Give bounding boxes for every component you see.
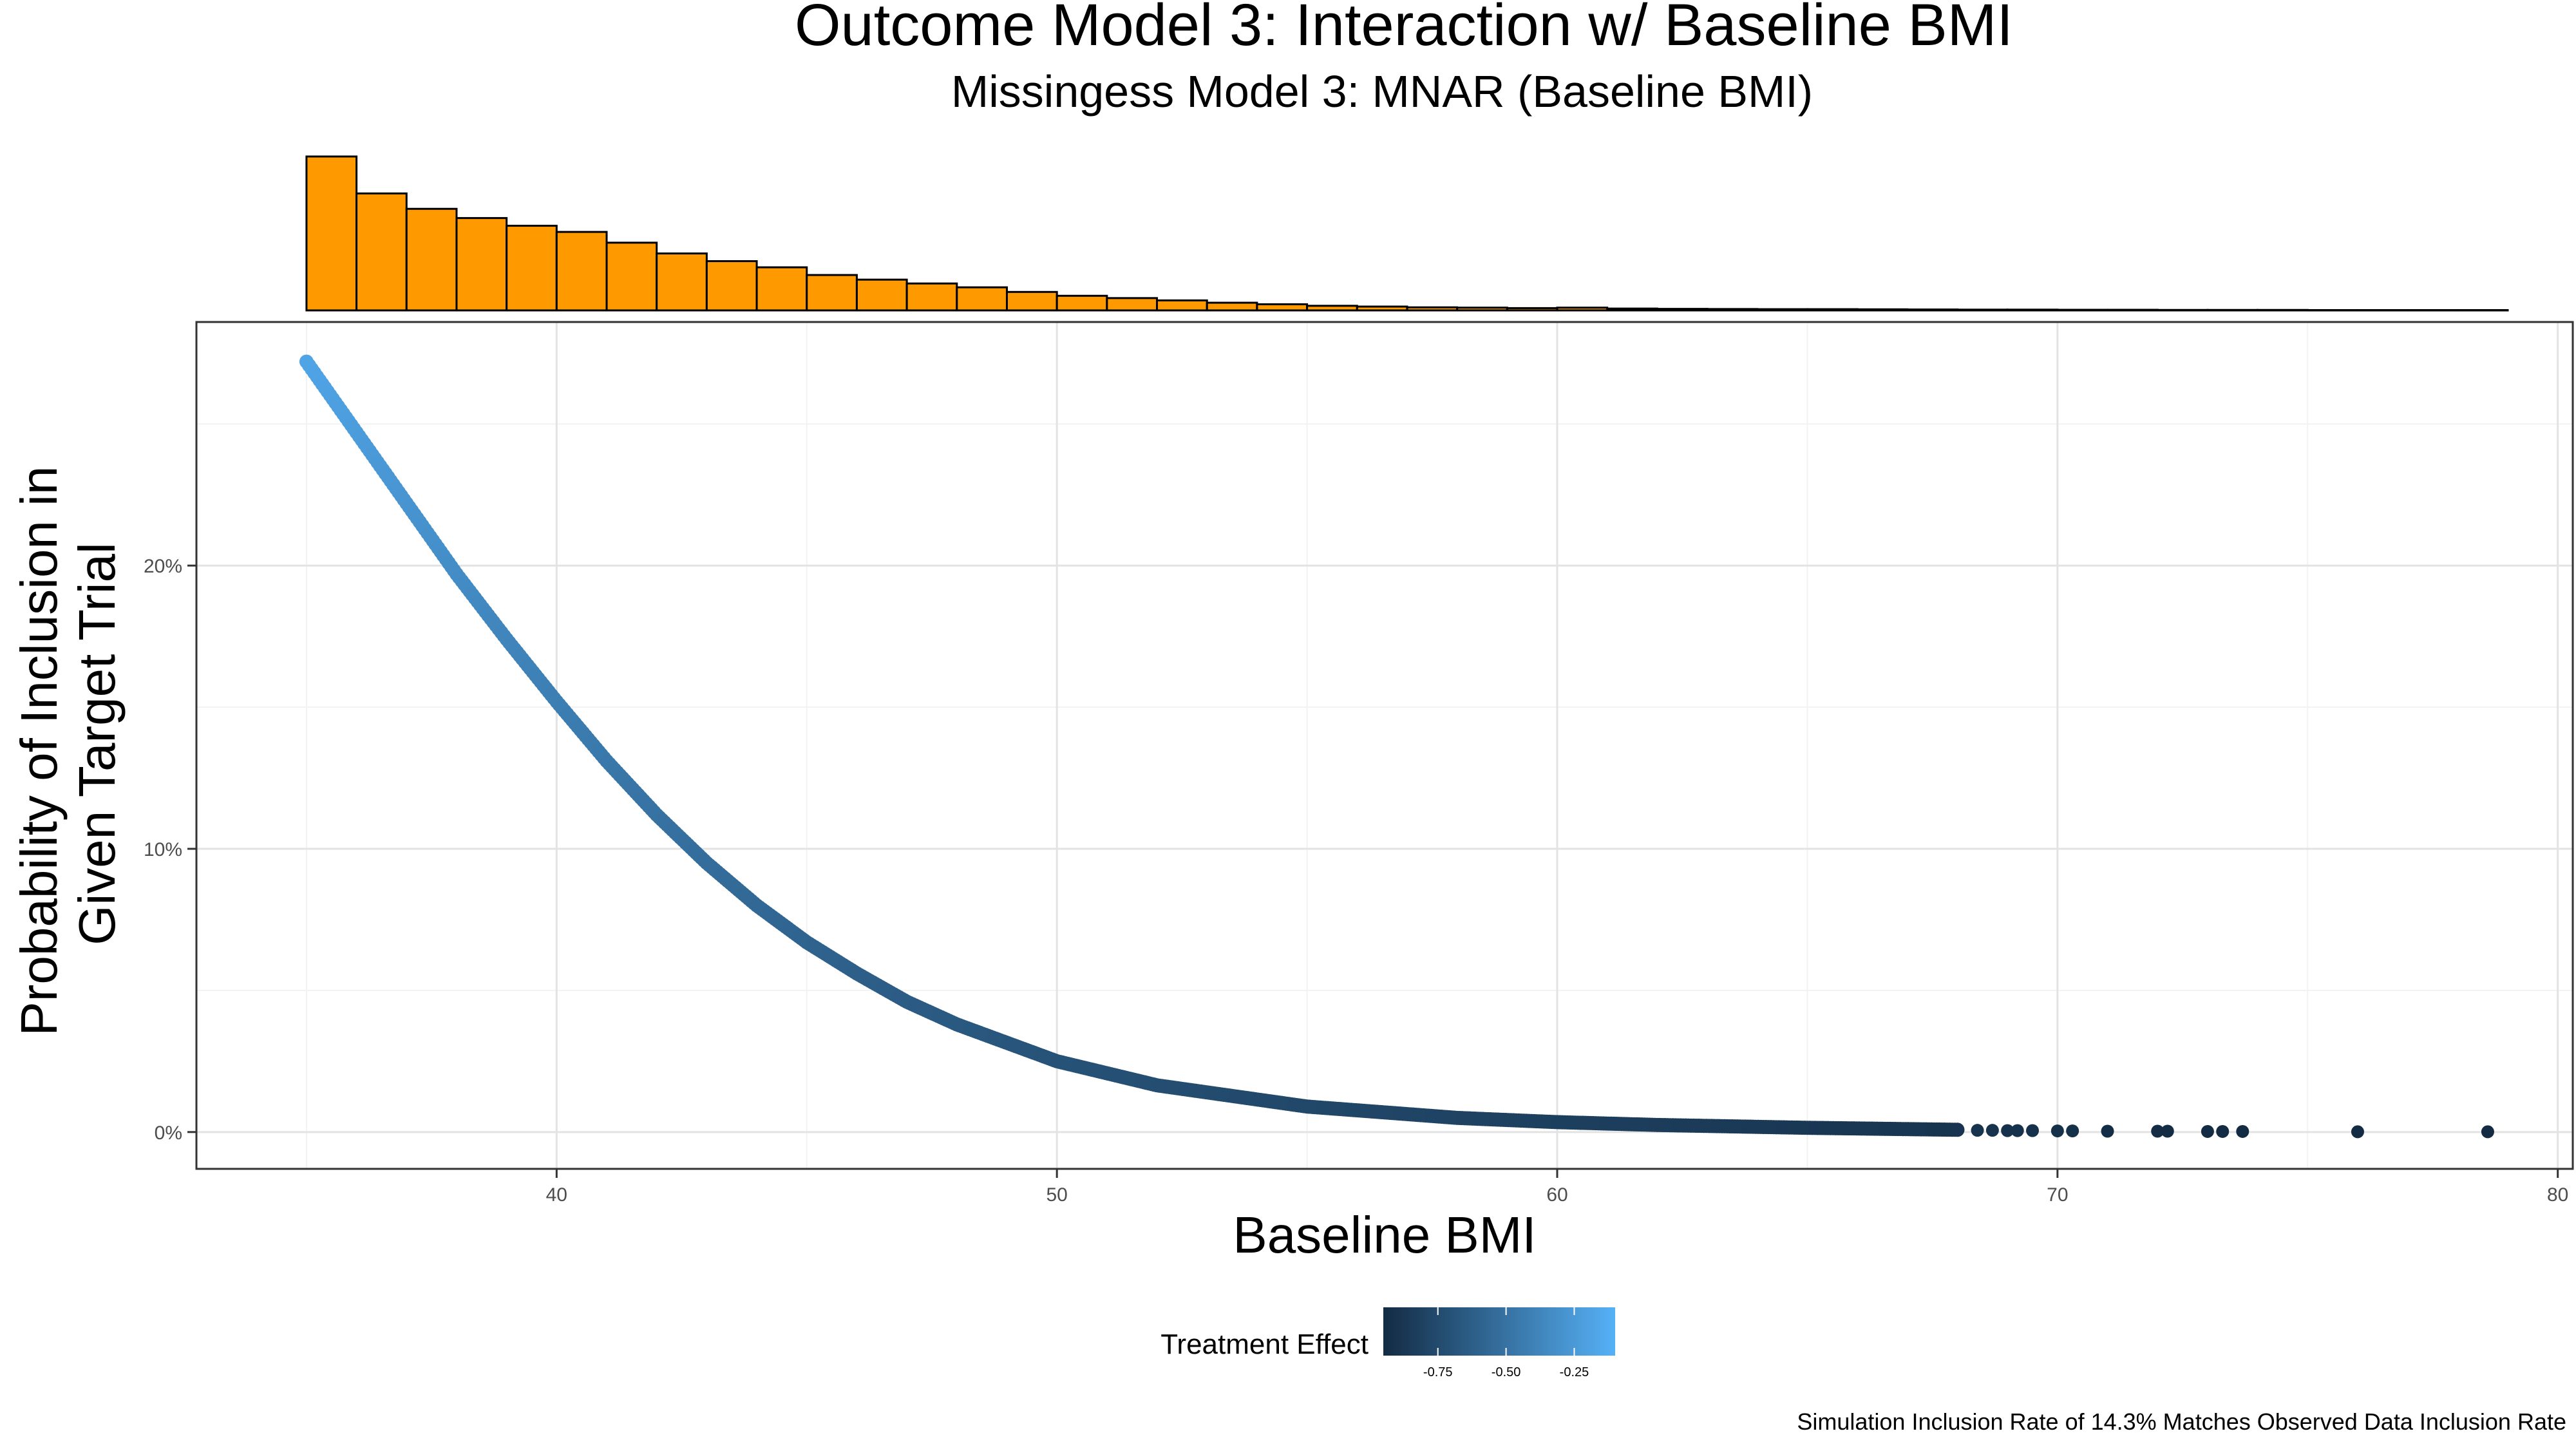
- legend-title: Treatment Effect: [1160, 1329, 1368, 1360]
- data-points: [299, 354, 2494, 1139]
- histogram-bar: [1005, 290, 1058, 312]
- histogram-bar: [656, 252, 708, 312]
- x-tick-label: 80: [2547, 1184, 2568, 1206]
- data-point-tail: [2011, 1124, 2024, 1137]
- histogram-bar: [506, 225, 558, 312]
- histogram-bar: [1106, 297, 1159, 312]
- data-point-tail: [2026, 1124, 2040, 1137]
- data-point: [1950, 1122, 1965, 1137]
- histogram-bar: [956, 286, 1008, 312]
- x-tick-label: 70: [2047, 1184, 2068, 1206]
- histogram-bar: [905, 282, 958, 312]
- plot-panel-border: [195, 321, 2574, 1170]
- chart-title: Outcome Model 3: Interaction w/ Baseline…: [795, 0, 2013, 58]
- data-point-tail: [2351, 1125, 2364, 1139]
- histogram-bar: [405, 207, 458, 312]
- data-point-tail: [1985, 1124, 1999, 1137]
- x-tick-label: 40: [546, 1184, 567, 1206]
- chart-caption: Simulation Inclusion Rate of 14.3% Match…: [1797, 1408, 2566, 1435]
- histogram-bar: [1156, 299, 1208, 312]
- legend-tick-label: -0.50: [1492, 1365, 1521, 1379]
- y-axis-ticks: 0% 10% 20%: [144, 556, 196, 1144]
- x-axis-ticks: 40 50 60 70 80: [546, 1169, 2568, 1206]
- grid-lines: [196, 322, 2573, 1169]
- histogram-bar: [1206, 301, 1258, 312]
- data-point-tail: [2236, 1124, 2249, 1138]
- data-point-tail: [2161, 1124, 2174, 1138]
- histogram-bar: [355, 192, 408, 312]
- x-tick-label: 60: [1546, 1184, 1567, 1206]
- y-tick-label: 0%: [155, 1122, 182, 1144]
- data-point-tail: [2216, 1124, 2230, 1138]
- legend-tick-label: -0.75: [1423, 1365, 1453, 1379]
- legend-colorbar: [1383, 1307, 1615, 1356]
- legend-tick-label: -0.25: [1560, 1365, 1589, 1379]
- histogram-bar: [855, 278, 908, 312]
- data-point-tail: [2050, 1124, 2064, 1138]
- x-tick-label: 50: [1046, 1184, 1067, 1206]
- marginal-histogram: [305, 155, 2509, 312]
- color-legend: Treatment Effect -0.75 -0.50 -0.25: [1160, 1307, 1615, 1379]
- plot-panel: [196, 322, 2573, 1169]
- histogram-bar: [455, 217, 508, 312]
- histogram-bar: [305, 155, 358, 312]
- histogram-bar: [755, 266, 808, 312]
- legend-ticks: -0.75 -0.50 -0.25: [1423, 1307, 1589, 1379]
- histogram-bar: [806, 274, 858, 312]
- data-point-tail: [2066, 1124, 2079, 1138]
- y-tick-label: 20%: [144, 556, 182, 577]
- data-point-tail: [2201, 1124, 2214, 1138]
- histogram-bar: [705, 260, 758, 312]
- histogram-bar: [1056, 294, 1108, 312]
- x-axis-title: Baseline BMI: [1233, 1206, 1536, 1264]
- data-point-tail: [2001, 1124, 2014, 1137]
- data-point-tail: [2151, 1124, 2164, 1138]
- data-point-tail: [2481, 1125, 2494, 1139]
- data-point-tail: [1971, 1124, 1984, 1137]
- histogram-bar: [605, 242, 658, 312]
- y-axis-title: Probability of Inclusion in Given Target…: [10, 451, 126, 1036]
- y-axis-title-line-1: Probability of Inclusion in: [10, 466, 68, 1036]
- y-axis-title-line-2: Given Target Trial: [68, 542, 126, 945]
- chart-subtitle: Missingess Model 3: MNAR (Baseline BMI): [951, 66, 1813, 117]
- histogram-bar: [555, 231, 608, 312]
- y-tick-label: 10%: [144, 839, 182, 860]
- data-point-tail: [2101, 1124, 2114, 1138]
